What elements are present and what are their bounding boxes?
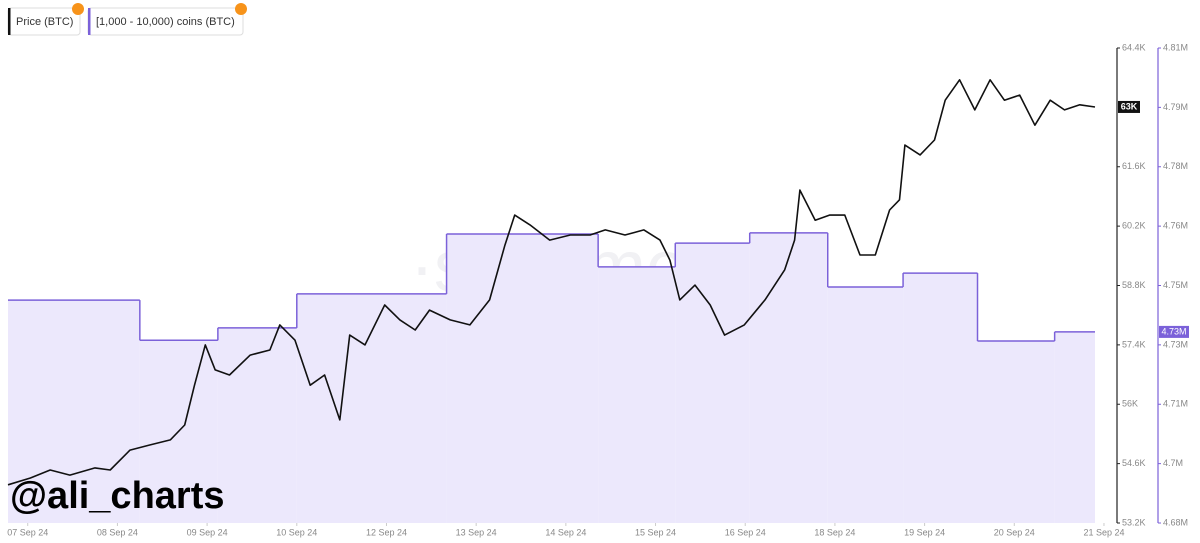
legend-swatch	[88, 8, 91, 35]
x-tick-label: 12 Sep 24	[366, 527, 407, 537]
x-tick-label: 19 Sep 24	[904, 527, 945, 537]
end-tag-bg	[1159, 325, 1189, 338]
y-tick-label: 58.8K	[1122, 280, 1146, 290]
area-fill	[675, 243, 750, 523]
x-tick-label: 16 Sep 24	[725, 527, 766, 537]
legend-label: [1,000 - 10,000) coins (BTC)	[96, 16, 235, 28]
y2-tick-label: 4.7M	[1163, 458, 1183, 468]
y2-tick-label: 4.78M	[1163, 161, 1188, 171]
area-fill	[217, 327, 297, 523]
y-tick-label: 54.6K	[1122, 458, 1146, 468]
legend-swatch	[8, 8, 11, 35]
end-tag: 63K	[1121, 101, 1138, 111]
y-tick-label: 64.4K	[1122, 42, 1146, 52]
area-fill	[977, 341, 1055, 523]
area-fill	[749, 232, 828, 523]
annotation: @ali_charts	[10, 475, 225, 517]
end-tag-bg	[1118, 100, 1140, 113]
y2-tick-label: 4.79M	[1163, 102, 1188, 112]
y2-tick-label: 4.75M	[1163, 280, 1188, 290]
x-tick-label: 08 Sep 24	[97, 527, 138, 537]
area-fill	[446, 233, 599, 523]
y-tick-label: 53.2K	[1122, 517, 1146, 527]
y2-tick-label: 4.76M	[1163, 221, 1188, 231]
y2-tick-label: 4.73M	[1163, 339, 1188, 349]
y-tick-label: 57.4K	[1122, 339, 1146, 349]
price-line	[7, 79, 1096, 486]
y2-tick-label: 4.81M	[1163, 42, 1188, 52]
end-tag: 4.73M	[1161, 326, 1186, 336]
area-fill	[1054, 331, 1095, 523]
legend-label: Price (BTC)	[16, 16, 73, 28]
x-tick-label: 10 Sep 24	[276, 527, 317, 537]
y-tick-label: 60.2K	[1122, 221, 1146, 231]
x-tick-label: 20 Sep 24	[994, 527, 1035, 537]
btc-icon	[235, 3, 247, 15]
x-tick-label: 14 Sep 24	[545, 527, 586, 537]
y2-tick-label: 4.71M	[1163, 399, 1188, 409]
area-fill	[903, 273, 978, 523]
x-tick-label: 18 Sep 24	[814, 527, 855, 537]
area-fill	[8, 300, 140, 523]
area-fill	[827, 286, 904, 523]
x-tick-label: 13 Sep 24	[456, 527, 497, 537]
btc-icon	[72, 3, 84, 15]
x-tick-label: 21 Sep 24	[1083, 527, 1124, 537]
x-tick-label: 15 Sep 24	[635, 527, 676, 537]
area-fill	[296, 293, 447, 523]
x-tick-label: 09 Sep 24	[187, 527, 228, 537]
area-fill	[598, 266, 676, 523]
y2-tick-label: 4.68M	[1163, 517, 1188, 527]
y-tick-label: 56K	[1122, 399, 1138, 409]
y-tick-label: 61.6K	[1122, 161, 1146, 171]
x-tick-label: 07 Sep 24	[7, 527, 48, 537]
